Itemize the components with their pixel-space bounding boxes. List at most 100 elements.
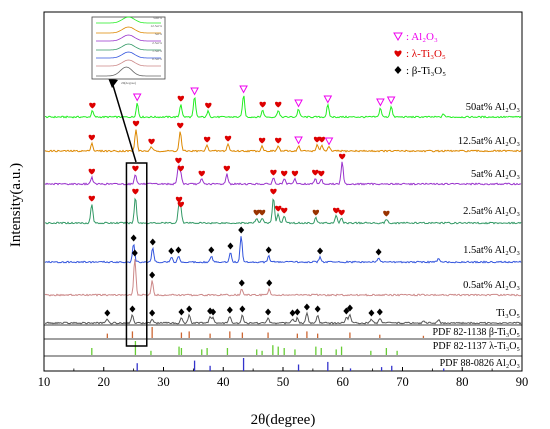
lambda-ti3o5-marker bbox=[291, 170, 299, 177]
lambda-ti3o5-marker bbox=[177, 95, 185, 102]
al2o3-marker bbox=[132, 93, 142, 102]
series-line bbox=[44, 95, 522, 119]
series-line bbox=[44, 259, 522, 297]
beta-ti3o5-marker bbox=[131, 249, 138, 257]
inset-label: 2.5at% bbox=[152, 41, 162, 45]
legend-label: : Al₂O₃ bbox=[406, 31, 438, 43]
lambda-ti3o5-marker bbox=[132, 188, 139, 195]
al2o3-marker bbox=[324, 137, 334, 146]
beta-ti3o5-marker bbox=[104, 309, 111, 317]
beta-ti3o5-marker bbox=[178, 308, 185, 316]
legend-label: : λ-Ti₃O₅ bbox=[406, 48, 446, 60]
al2o3-marker bbox=[190, 87, 199, 96]
lambda-ti3o5-marker bbox=[318, 136, 326, 143]
legend-marker-lambda bbox=[394, 50, 402, 57]
lambda-ti3o5-marker bbox=[270, 188, 277, 195]
lambda-ti3o5-marker bbox=[259, 101, 266, 108]
al2o3-marker bbox=[386, 96, 396, 105]
pdf-label: PDF 82-1138 β-Ti₃O₅ bbox=[433, 327, 520, 338]
al2o3-marker bbox=[376, 98, 385, 107]
beta-ti3o5-marker bbox=[149, 271, 156, 279]
inset-curve-reference bbox=[96, 66, 161, 77]
series-line bbox=[44, 161, 522, 186]
lambda-ti3o5-marker bbox=[88, 195, 96, 202]
series-label: 5at% Al₂O₃ bbox=[471, 169, 520, 180]
beta-ti3o5-marker bbox=[303, 303, 310, 311]
beta-ti3o5-marker bbox=[238, 279, 245, 287]
beta-ti3o5-marker bbox=[168, 247, 175, 255]
beta-ti3o5-marker bbox=[226, 306, 233, 314]
lambda-ti3o5-marker bbox=[318, 170, 325, 177]
lambda-ti3o5-marker bbox=[88, 168, 96, 175]
lambda-ti3o5-marker bbox=[88, 134, 96, 141]
lambda-ti3o5-marker bbox=[132, 165, 139, 172]
inset-label: 50at% bbox=[153, 16, 162, 20]
y-axis-label: Intensity(a.u.) bbox=[8, 163, 24, 247]
beta-ti3o5-marker bbox=[368, 309, 375, 317]
beta-ti3o5-marker bbox=[149, 309, 156, 317]
legend-marker-al2o3 bbox=[393, 32, 403, 42]
lambda-ti3o5-marker bbox=[224, 135, 232, 142]
beta-ti3o5-marker bbox=[314, 305, 321, 313]
beta-ti3o5-marker bbox=[265, 308, 272, 316]
beta-ti3o5-marker bbox=[238, 226, 245, 234]
beta-ti3o5-marker bbox=[294, 308, 301, 316]
inset-curve bbox=[96, 16, 161, 24]
lambda-ti3o5-marker bbox=[258, 137, 266, 144]
lambda-ti3o5-marker bbox=[312, 209, 320, 216]
legend-marker-beta bbox=[394, 66, 402, 74]
lambda-ti3o5-marker bbox=[275, 101, 282, 108]
lambda-ti3o5-marker bbox=[175, 157, 182, 164]
lambda-ti3o5-marker bbox=[205, 102, 212, 109]
beta-ti3o5-marker bbox=[186, 305, 193, 313]
inset-curve bbox=[96, 26, 161, 34]
lambda-ti3o5-marker bbox=[258, 209, 266, 216]
lambda-ti3o5-marker bbox=[89, 102, 96, 109]
inset-curve bbox=[96, 59, 161, 67]
beta-ti3o5-marker bbox=[346, 304, 353, 312]
inset-label: 12.5at% bbox=[150, 24, 162, 28]
x-tick-label: 10 bbox=[38, 375, 51, 389]
x-tick-label: 20 bbox=[98, 375, 111, 389]
lambda-ti3o5-marker bbox=[270, 169, 277, 176]
lambda-ti3o5-marker bbox=[148, 138, 155, 145]
series-line bbox=[44, 129, 522, 153]
beta-ti3o5-marker bbox=[130, 234, 137, 242]
inset-label: 5at% bbox=[155, 32, 162, 36]
beta-ti3o5-marker bbox=[265, 246, 272, 254]
inset-curve bbox=[96, 43, 161, 51]
beta-ti3o5-marker bbox=[227, 242, 234, 250]
lambda-ti3o5-marker bbox=[177, 165, 185, 172]
beta-ti3o5-marker bbox=[129, 305, 136, 313]
al2o3-marker bbox=[294, 99, 303, 108]
lambda-ti3o5-marker bbox=[223, 165, 231, 172]
series-label: 50at% Al₂O₃ bbox=[466, 102, 521, 113]
lambda-ti3o5-marker bbox=[177, 122, 184, 129]
lambda-ti3o5-marker bbox=[198, 170, 205, 177]
lambda-ti3o5-marker bbox=[332, 207, 340, 214]
inset-label: 0.5at% bbox=[152, 57, 162, 61]
x-tick-label: 90 bbox=[516, 375, 529, 389]
x-tick-label: 60 bbox=[337, 375, 350, 389]
lambda-ti3o5-marker bbox=[175, 196, 183, 203]
zoom-arrow bbox=[111, 81, 137, 163]
series-label: 12.5at% Al₂O₃ bbox=[458, 136, 520, 147]
beta-ti3o5-marker bbox=[343, 307, 350, 315]
beta-ti3o5-marker bbox=[210, 308, 217, 316]
x-tick-label: 40 bbox=[217, 375, 230, 389]
lambda-ti3o5-marker bbox=[312, 169, 319, 176]
lambda-ti3o5-marker bbox=[275, 205, 282, 212]
series-line bbox=[44, 197, 522, 225]
beta-ti3o5-marker bbox=[175, 246, 182, 254]
lambda-ti3o5-marker bbox=[338, 153, 346, 160]
al2o3-marker bbox=[323, 95, 333, 104]
series-line bbox=[44, 311, 522, 325]
beta-ti3o5-marker bbox=[375, 248, 382, 256]
inset-label: 1.5at% bbox=[152, 49, 162, 53]
pdf-label: PDF 88-0826 Al₂O₃ bbox=[440, 358, 520, 369]
lambda-ti3o5-marker bbox=[177, 201, 185, 208]
beta-ti3o5-marker bbox=[239, 305, 246, 313]
x-tick-label: 30 bbox=[157, 375, 170, 389]
series-line bbox=[44, 236, 522, 264]
